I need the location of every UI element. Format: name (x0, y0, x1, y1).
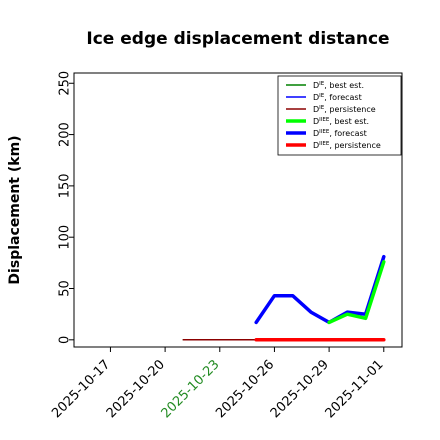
plot-frame (73, 72, 403, 348)
legend-box (277, 75, 402, 156)
y-tick-label: 250 (58, 71, 73, 96)
legend-label: DIE, best est. (313, 81, 364, 90)
y-tick-label: 150 (58, 173, 73, 198)
chart-title: Ice edge displacement distance (86, 29, 389, 49)
y-tick-label: 0 (58, 336, 73, 344)
legend-label: DIE, persistence (313, 105, 376, 114)
series-line (327, 260, 386, 325)
legend-label: DIIEE, forecast (313, 129, 367, 138)
y-tick-label: 100 (58, 225, 73, 250)
x-tick-label: 2025-11-01 (323, 357, 387, 421)
y-tick-label: 200 (58, 122, 73, 147)
legend-label: DIE, forecast (313, 93, 362, 102)
y-tick-label: 50 (58, 280, 73, 297)
legend-label: DIIEE, persistence (313, 141, 381, 150)
legend-label: DIIEE, best est. (313, 117, 369, 126)
series-line (254, 254, 386, 325)
y-axis-label: Displacement (km) (7, 135, 23, 284)
